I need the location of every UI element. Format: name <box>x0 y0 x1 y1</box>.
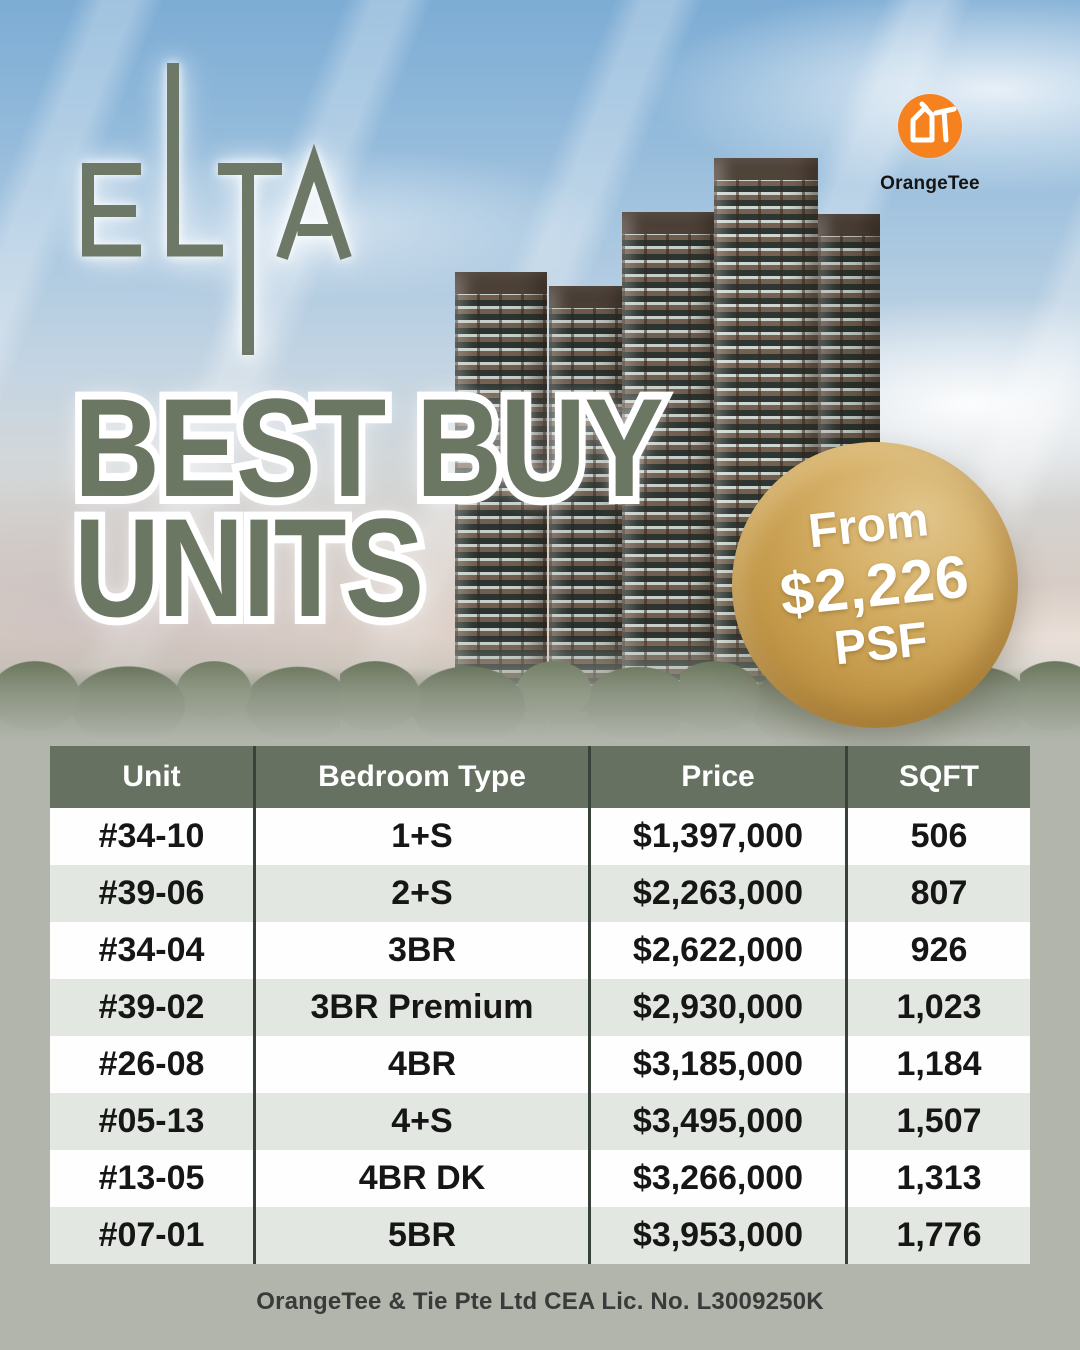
cell-sqft: 807 <box>845 865 1030 922</box>
table-row: #39-02 3BR Premium $2,930,000 1,023 <box>50 979 1030 1036</box>
orangetee-logo: OT OrangeTee <box>850 94 1010 195</box>
cell-sqft: 926 <box>845 922 1030 979</box>
table-row: #13-05 4BR DK $3,266,000 1,313 <box>50 1150 1030 1207</box>
header-bedroom-type: Bedroom Type <box>253 746 588 808</box>
cell-price: $3,185,000 <box>588 1036 845 1093</box>
table-row: #34-10 1+S $1,397,000 506 <box>50 808 1030 865</box>
table-row: #07-01 5BR $3,953,000 1,776 <box>50 1207 1030 1264</box>
cell-sqft: 1,776 <box>845 1207 1030 1264</box>
cell-unit: #34-04 <box>98 931 205 969</box>
table-row: #39-06 2+S $2,263,000 807 <box>50 865 1030 922</box>
cell-bedroom: 1+S <box>253 808 588 865</box>
cell-bedroom: 4BR DK <box>253 1150 588 1207</box>
cell-price: $3,266,000 <box>588 1150 845 1207</box>
cell-unit: #13-05 <box>98 1159 205 1197</box>
cell-sqft: 1,023 <box>845 979 1030 1036</box>
headline-line-1-text: BEST BUY <box>74 369 664 526</box>
cell-unit: #39-06 <box>98 874 205 912</box>
elta-logo-glyphs <box>82 63 352 355</box>
cell-unit: #26-08 <box>98 1045 205 1083</box>
cell-unit: #34-10 <box>98 817 205 855</box>
cell-unit: #05-13 <box>98 1102 205 1140</box>
cell-price: $3,953,000 <box>588 1207 845 1264</box>
headline-line-2-text: UNITS <box>74 489 424 646</box>
cell-price: $2,622,000 <box>588 922 845 979</box>
cell-price: $3,495,000 <box>588 1093 845 1150</box>
cell-bedroom: 3BR Premium <box>253 979 588 1036</box>
header-sqft: SQFT <box>845 746 1030 808</box>
cell-bedroom: 4+S <box>253 1093 588 1150</box>
cell-bedroom: 3BR <box>253 922 588 979</box>
elta-logo: ELTA <box>55 48 395 378</box>
cell-price: $1,397,000 <box>588 808 845 865</box>
cell-unit: #07-01 <box>98 1216 205 1254</box>
cell-sqft: 1,184 <box>845 1036 1030 1093</box>
orangetee-circle-icon: OT <box>898 94 962 158</box>
headline-line-1-outline: BEST BUY <box>67 369 670 526</box>
cell-price: $2,930,000 <box>588 979 845 1036</box>
cell-sqft: 1,507 <box>845 1093 1030 1150</box>
psf-price-badge-text: From $2,226 PSF <box>772 490 978 680</box>
header-unit: Unit <box>122 760 181 793</box>
license-text: OrangeTee & Tie Pte Ltd CEA Lic. No. L30… <box>256 1288 824 1315</box>
cell-bedroom: 2+S <box>253 865 588 922</box>
cell-bedroom: 5BR <box>253 1207 588 1264</box>
table-row: #05-13 4+S $3,495,000 1,507 <box>50 1093 1030 1150</box>
orangetee-name: OrangeTee <box>880 173 980 194</box>
psf-price-badge: From $2,226 PSF <box>732 442 1018 728</box>
cell-unit: #39-02 <box>98 988 205 1026</box>
header-price: Price <box>588 746 845 808</box>
best-buy-units-table: Unit Bedroom Type Price SQFT #34-10 1+S … <box>50 746 1030 1264</box>
headline-line-1: BEST BUY BEST BUY <box>67 369 670 526</box>
table-header-row: Unit Bedroom Type Price SQFT <box>50 746 1030 808</box>
headline-line-2-outline: UNITS <box>67 489 431 646</box>
cell-bedroom: 4BR <box>253 1036 588 1093</box>
headline-line-2: UNITS UNITS <box>67 489 431 646</box>
cell-sqft: 1,313 <box>845 1150 1030 1207</box>
table-row: #34-04 3BR $2,622,000 926 <box>50 922 1030 979</box>
table-row: #26-08 4BR $3,185,000 1,184 <box>50 1036 1030 1093</box>
ot-monogram-icon <box>910 101 957 143</box>
cell-price: $2,263,000 <box>588 865 845 922</box>
cell-sqft: 506 <box>845 808 1030 865</box>
